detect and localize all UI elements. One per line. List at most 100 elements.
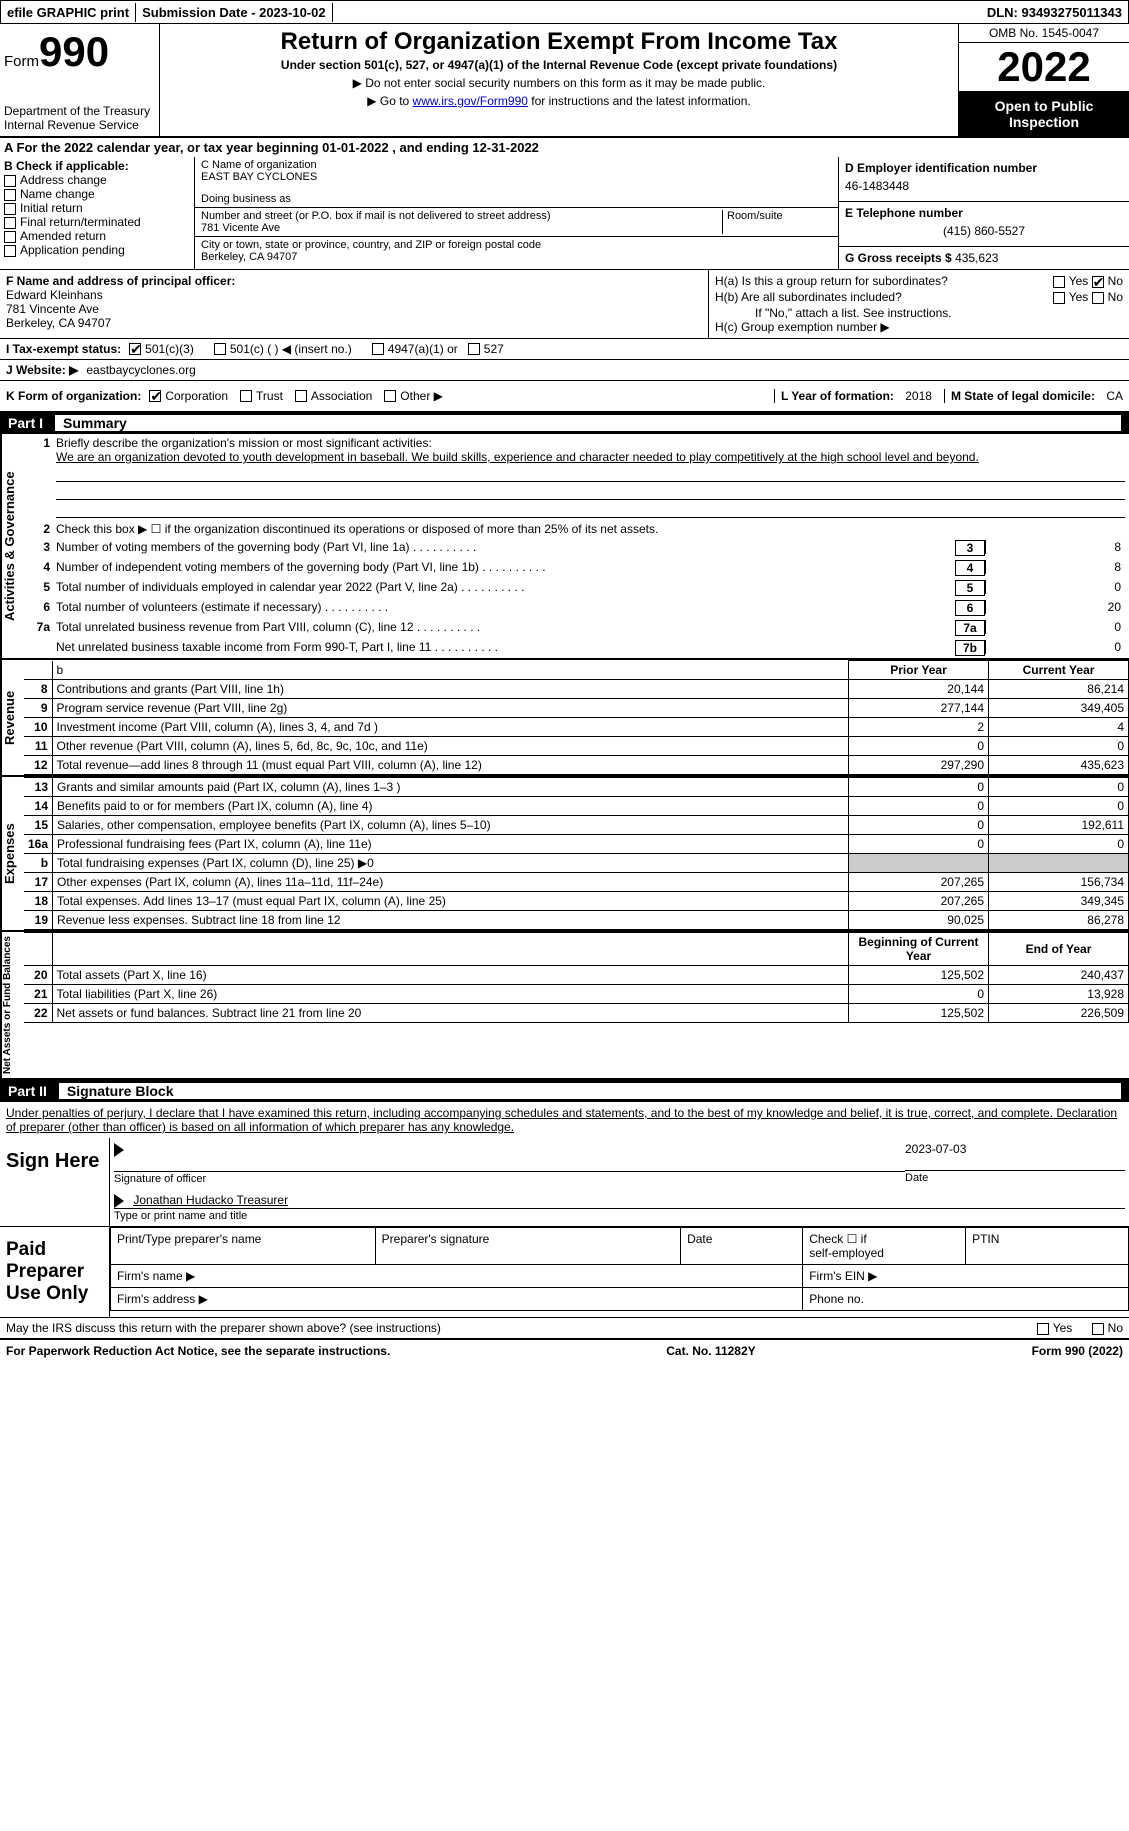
part2-header: Part II Signature Block — [0, 1080, 1129, 1102]
k-trust: Trust — [256, 389, 283, 403]
footer-right: Form 990 (2022) — [1032, 1344, 1123, 1358]
summary-line: Net unrelated business taxable income fr… — [24, 638, 1129, 658]
col-c: C Name of organization EAST BAY CYCLONES… — [195, 157, 839, 269]
form-right-block: OMB No. 1545-0047 2022 Open to Public In… — [959, 24, 1129, 136]
k-other-check[interactable] — [384, 390, 396, 402]
section-revenue: Revenue bPrior YearCurrent Year 8Contrib… — [0, 660, 1129, 777]
k-trust-check[interactable] — [240, 390, 252, 402]
officer-printed-name: Jonathan Hudacko Treasurer — [133, 1193, 288, 1207]
table-row: 18Total expenses. Add lines 13–17 (must … — [24, 892, 1129, 911]
firm-addr-label: Firm's address ▶ — [111, 1287, 803, 1310]
state-domicile: CA — [1106, 389, 1123, 403]
i-501c3-check[interactable] — [129, 343, 141, 355]
table-row: 17Other expenses (Part IX, column (A), l… — [24, 873, 1129, 892]
i-527-check[interactable] — [468, 343, 480, 355]
table-row: 16aProfessional fundraising fees (Part I… — [24, 835, 1129, 854]
note-ssn: ▶ Do not enter social security numbers o… — [168, 76, 950, 90]
summary-line: 3Number of voting members of the governi… — [24, 538, 1129, 558]
form990-link[interactable]: www.irs.gov/Form990 — [413, 94, 528, 108]
efile-print[interactable]: efile GRAPHIC print — [1, 3, 136, 22]
dept-treasury: Department of the Treasury — [4, 104, 155, 118]
hb-note: If "No," attach a list. See instructions… — [715, 306, 1123, 320]
year-formation: 2018 — [905, 389, 932, 403]
l-label: L Year of formation: — [781, 389, 894, 403]
period-line-a: A For the 2022 calendar year, or tax yea… — [0, 138, 1129, 157]
table-row: bTotal fundraising expenses (Part IX, co… — [24, 854, 1129, 873]
form-number: 990 — [39, 28, 109, 75]
form-header: Form990 Department of the Treasury Inter… — [0, 24, 1129, 138]
b-check[interactable] — [4, 189, 16, 201]
tax-year: 2022 — [959, 43, 1129, 92]
ha-yes-check[interactable] — [1053, 276, 1065, 288]
k-assoc: Association — [311, 389, 372, 403]
i-501c-check[interactable] — [214, 343, 226, 355]
b-check[interactable] — [4, 217, 16, 229]
part1-num: Part I — [8, 415, 43, 431]
firm-name-label: Firm's name ▶ — [111, 1264, 803, 1287]
revenue-table: bPrior YearCurrent Year 8Contributions a… — [24, 660, 1129, 775]
row-j: J Website: ▶ eastbaycyclones.org — [0, 360, 1129, 381]
table-row: 14Benefits paid to or for members (Part … — [24, 797, 1129, 816]
k-other: Other ▶ — [400, 389, 443, 403]
netassets-table: Beginning of Current YearEnd of Year 20T… — [24, 932, 1129, 1023]
vtab-revenue: Revenue — [0, 660, 24, 775]
l1-label: Briefly describe the organization's miss… — [56, 436, 432, 450]
summary-line: 7aTotal unrelated business revenue from … — [24, 618, 1129, 638]
i-501c3: 501(c)(3) — [145, 342, 194, 356]
ptin-label: PTIN — [966, 1227, 1129, 1264]
discuss-yes-check[interactable] — [1037, 1323, 1049, 1335]
firm-ein-label: Firm's EIN ▶ — [803, 1264, 1129, 1287]
i-501c: 501(c) ( ) ◀ (insert no.) — [230, 342, 352, 356]
ha-no-check[interactable] — [1092, 276, 1104, 288]
open-to-public: Open to Public Inspection — [959, 92, 1129, 136]
city: Berkeley, CA 94707 — [201, 251, 832, 263]
col-prior: Prior Year — [849, 661, 989, 680]
officer-addr1: 781 Vincente Ave — [6, 302, 702, 316]
form-subtitle: Under section 501(c), 527, or 4947(a)(1)… — [168, 58, 950, 72]
ha-label: H(a) Is this a group return for subordin… — [715, 274, 948, 288]
i-label: I Tax-exempt status: — [6, 342, 121, 356]
b-item: Application pending — [20, 243, 125, 257]
m-label: M State of legal domicile: — [951, 389, 1095, 403]
b-item: Name change — [20, 187, 95, 201]
prep-sig-label: Preparer's signature — [375, 1227, 680, 1264]
top-bar: efile GRAPHIC print Submission Date - 20… — [0, 0, 1129, 24]
note-url-post: for instructions and the latest informat… — [528, 94, 751, 108]
section-activities: Activities & Governance 1 Briefly descri… — [0, 434, 1129, 660]
discuss-row: May the IRS discuss this return with the… — [0, 1318, 1129, 1339]
hb-yes-check[interactable] — [1053, 292, 1065, 304]
part2-title: Signature Block — [59, 1083, 1121, 1099]
col-end: End of Year — [989, 933, 1129, 966]
table-row: 22Net assets or fund balances. Subtract … — [24, 1004, 1129, 1023]
b-check[interactable] — [4, 245, 16, 257]
discuss-no-check[interactable] — [1092, 1323, 1104, 1335]
b-check[interactable] — [4, 203, 16, 215]
paid-preparer-row: Paid Preparer Use Only Print/Type prepar… — [0, 1227, 1129, 1318]
col-f: F Name and address of principal officer:… — [0, 270, 709, 338]
k-corp-check[interactable] — [149, 390, 161, 402]
g-label: G Gross receipts $ — [845, 251, 952, 265]
block-bcd: B Check if applicable: Address changeNam… — [0, 157, 1129, 270]
k-corp: Corporation — [165, 389, 228, 403]
submission-date: Submission Date - 2023-10-02 — [136, 3, 333, 22]
hb-label: H(b) Are all subordinates included? — [715, 290, 902, 304]
l2-text: Check this box ▶ ☐ if the organization d… — [56, 522, 1125, 536]
table-row: 13Grants and similar amounts paid (Part … — [24, 778, 1129, 797]
website: eastbaycyclones.org — [86, 363, 195, 377]
arrow-icon — [114, 1143, 124, 1157]
k-assoc-check[interactable] — [295, 390, 307, 402]
irs-label: Internal Revenue Service — [4, 118, 155, 132]
prep-self-emp: self-employed — [809, 1246, 884, 1260]
b-check[interactable] — [4, 175, 16, 187]
row-klm: K Form of organization: Corporation Trus… — [0, 381, 1129, 412]
discuss-no: No — [1108, 1321, 1123, 1335]
b-check[interactable] — [4, 231, 16, 243]
i-4947-check[interactable] — [372, 343, 384, 355]
hb-no-check[interactable] — [1092, 292, 1104, 304]
ein: 46-1483448 — [845, 175, 1123, 197]
footer: For Paperwork Reduction Act Notice, see … — [0, 1339, 1129, 1362]
sign-here-label: Sign Here — [0, 1138, 110, 1226]
phone: (415) 860-5527 — [845, 220, 1123, 242]
footer-mid: Cat. No. 11282Y — [666, 1344, 755, 1358]
mission-text: We are an organization devoted to youth … — [56, 450, 979, 464]
